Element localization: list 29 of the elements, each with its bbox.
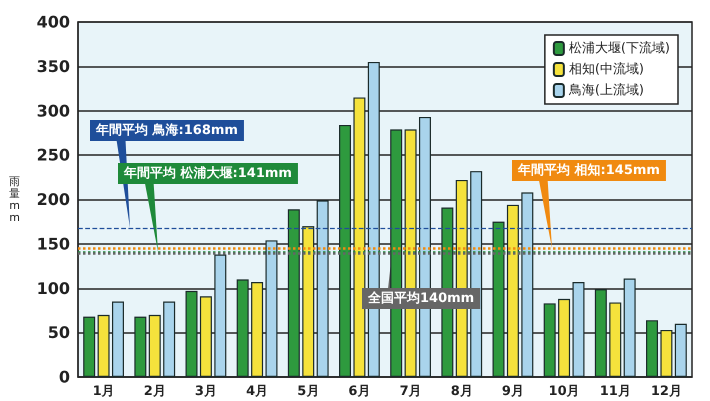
y-tick-label: 0	[58, 368, 70, 386]
ref-line-label: 全国平均140mm	[367, 291, 474, 306]
legend-label: 鳥海(上流域)	[568, 82, 644, 98]
ref-line-label: 年間平均 鳥海:168mm	[95, 122, 238, 138]
y-tick-label: 150	[36, 234, 70, 254]
ref-line-label: 年間平均 相知:145mm	[517, 163, 660, 178]
x-tick-label: 7月	[400, 384, 422, 399]
y-tick-label: 100	[36, 278, 70, 298]
y-tick-label: 300	[36, 101, 70, 120]
y-axis-title: 雨量mm	[9, 175, 20, 224]
y-tick-label: 400	[36, 12, 70, 32]
ref-line-label: 年間平均 松浦大堰:141mm	[123, 166, 292, 181]
y-tick-label: 50	[48, 323, 70, 342]
x-tick-label: 12月	[650, 384, 682, 399]
x-tick-label: 2月	[144, 384, 166, 399]
y-tick-label: 250	[36, 146, 70, 165]
legend-label: 相知(中流域)	[568, 61, 644, 77]
x-tick-label: 5月	[297, 384, 320, 399]
y-tick-label: 200	[36, 190, 70, 209]
x-tick-label: 1月	[92, 384, 115, 399]
x-tick-label: 6月	[348, 384, 370, 399]
x-tick-label: 3月	[194, 384, 217, 399]
x-tick-label: 10月	[548, 384, 580, 399]
x-tick-label: 8月	[450, 384, 473, 399]
x-tick-label: 4月	[246, 384, 268, 399]
x-tick-label: 9月	[502, 384, 524, 399]
y-tick-label: 350	[36, 56, 70, 76]
legend-label: 松浦大堰(下流域)	[568, 40, 670, 56]
x-tick-label: 11月	[600, 384, 631, 399]
